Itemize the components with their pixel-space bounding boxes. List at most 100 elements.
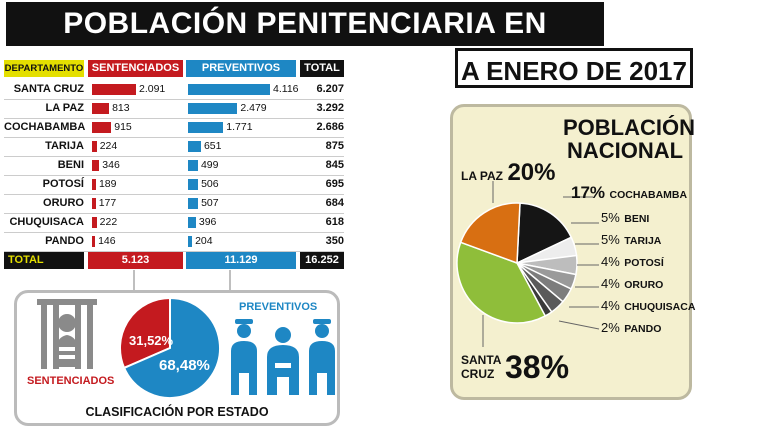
label-tarija: 5% TARIJA [601, 231, 661, 249]
total-value: 845 [325, 159, 344, 171]
label-la-paz-name: LA PAZ [461, 169, 503, 183]
preventive-bar [188, 198, 199, 209]
sentenced-value: 222 [99, 216, 118, 228]
label-chuquisaca-pct: 4% [601, 298, 620, 313]
estado-preventive-label: PREVENTIVOS [239, 301, 318, 313]
preventive-bar [188, 217, 196, 228]
national-title-line2: NACIONAL [566, 138, 684, 163]
row-label: ORURO [43, 197, 84, 209]
estado-slice-preventivos [122, 296, 221, 399]
total-value: 684 [325, 197, 344, 209]
preventive-bar [188, 160, 198, 171]
preventive-value: 499 [200, 159, 219, 171]
label-santa-cruz-line2: CRUZ [461, 367, 495, 381]
header-total: TOTAL [300, 60, 344, 77]
label-beni-pct: 5% [601, 210, 620, 225]
label-potosi-name: POTOSÍ [624, 257, 664, 269]
preventive-bar [188, 179, 199, 190]
label-pando-pct: 2% [601, 320, 620, 335]
preventive-value: 204 [195, 235, 213, 247]
sentenced-value: 146 [98, 235, 116, 247]
preventive-bar [188, 141, 201, 152]
total-value: 350 [325, 235, 344, 247]
label-cochabamba: 17% COCHABAMBA [571, 183, 687, 203]
total-value: 2.686 [316, 121, 344, 133]
preventive-value: 1.771 [226, 121, 253, 133]
row-label: CHUQUISACA [9, 216, 84, 228]
label-la-paz: LA PAZ 20% [461, 159, 556, 187]
label-beni-name: BENI [624, 213, 650, 225]
sentenced-value: 2.091 [139, 83, 166, 95]
estado-sentenced-label: SENTENCIADOS [27, 375, 115, 387]
sentenced-bar [92, 103, 110, 114]
estado-panel: SENTENCIADOS 31,52% 68,48% PREVENTIVOS C… [14, 290, 340, 426]
row-divider [4, 99, 344, 100]
total-total: 16.252 [300, 252, 344, 269]
row-divider [4, 137, 344, 138]
page-subtitle: A ENERO DE 2017 [455, 48, 693, 88]
national-slice-santa-cruz [456, 241, 547, 324]
row-label: TARIJA [45, 140, 84, 152]
header-preventive: PREVENTIVOS [186, 60, 296, 77]
preventive-bar [188, 84, 270, 95]
row-label: BENI [57, 159, 84, 171]
row-label: POTOSÍ [42, 178, 84, 190]
label-pando-name: PANDO [624, 323, 662, 335]
label-oruro-name: ORURO [624, 279, 664, 291]
estado-title: CLASIFICACIÓN POR ESTADO [85, 405, 269, 419]
page-title: POBLACIÓN PENITENCIARIA EN BOLIVIA [6, 2, 604, 84]
total-row-label: TOTAL [4, 252, 84, 269]
sentenced-value: 813 [112, 102, 130, 114]
sentenced-value: 346 [102, 159, 120, 171]
sentenced-bar [92, 217, 97, 228]
row-divider [4, 251, 344, 252]
national-pie-chart [456, 181, 600, 347]
national-slice-cochabamba [516, 202, 573, 265]
sentenced-bar [92, 122, 112, 133]
estado-slice-sentenciados [119, 296, 171, 370]
label-chuquisaca: 4% CHUQUISACA [601, 297, 695, 315]
preventive-bar [188, 103, 238, 114]
sentenced-value: 224 [99, 140, 118, 152]
label-santa-cruz-name: SANTA CRUZ [461, 353, 501, 381]
estado-sentenced-pct: 31,52% [129, 333, 174, 348]
label-oruro-pct: 4% [601, 276, 620, 291]
row-divider [4, 232, 344, 233]
row-label: LA PAZ [45, 102, 85, 114]
sentenced-bar [92, 160, 100, 171]
label-la-paz-pct: 20% [507, 159, 556, 186]
total-sentenced: 5.123 [88, 252, 183, 269]
sentenced-bar [92, 236, 96, 247]
national-slice-la-paz [459, 202, 521, 265]
total-preventive: 11.129 [186, 252, 296, 269]
preventive-value: 651 [203, 140, 222, 152]
row-divider [4, 213, 344, 214]
label-cochabamba-pct: 17% [571, 183, 606, 202]
total-value: 618 [325, 216, 344, 228]
estado-preventive-pct: 68,48% [159, 357, 210, 374]
label-cochabamba-name: COCHABAMBA [609, 189, 688, 201]
preventive-value: 4.116 [273, 83, 299, 95]
national-panel: POBLACIÓN NACIONAL LA PAZ 20% 17% COCHAB… [450, 104, 695, 400]
police-officers-icon [231, 319, 335, 395]
sentenced-value: 189 [98, 178, 117, 190]
national-title-line1: POBLACIÓN [563, 115, 695, 140]
total-value: 695 [325, 178, 344, 190]
preventive-bar [188, 236, 193, 247]
label-potosi-pct: 4% [601, 254, 620, 269]
header-department: DEPARTAMENTO [4, 60, 84, 77]
row-label: PANDO [45, 235, 84, 247]
sentenced-value: 177 [98, 197, 117, 209]
prison-bars-icon [37, 299, 97, 369]
sentenced-bar [92, 141, 97, 152]
preventive-bar [188, 122, 224, 133]
sentenced-value: 915 [114, 121, 132, 133]
label-beni: 5% BENI [601, 209, 649, 227]
label-santa-cruz-pct: 38% [505, 349, 570, 385]
sentenced-bar [92, 179, 96, 190]
row-divider [4, 175, 344, 176]
total-value: 6.207 [316, 83, 344, 95]
preventive-value: 507 [201, 197, 219, 209]
preventive-value: 2.479 [240, 102, 267, 114]
estado-pie-chart [119, 296, 221, 399]
